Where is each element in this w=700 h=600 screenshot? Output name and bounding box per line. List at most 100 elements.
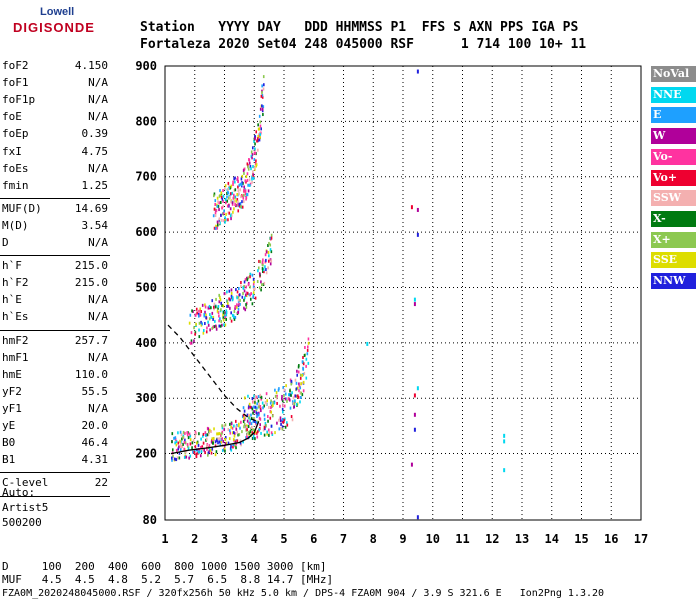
- echo-point: [222, 310, 225, 314]
- echo-point: [229, 298, 231, 302]
- echo-point: [256, 402, 258, 406]
- echo-point: [219, 433, 222, 437]
- echo-point: [189, 454, 192, 458]
- param-label: foEs: [2, 161, 29, 175]
- echo-point: [195, 307, 198, 311]
- profile-solid-line: [170, 421, 260, 455]
- echo-point: [270, 399, 272, 403]
- echo-point: [202, 432, 205, 436]
- param-label: foF1: [2, 76, 29, 90]
- echo-point: [189, 434, 192, 438]
- echo-point: [190, 339, 193, 343]
- echo-point: [297, 395, 300, 399]
- echo-point: [258, 134, 261, 138]
- param-row: foE N/A: [2, 110, 108, 123]
- echo-point: [225, 309, 228, 313]
- echo-point: [279, 404, 281, 408]
- param-label: yE: [2, 419, 16, 432]
- echo-point: [233, 189, 236, 193]
- echo-point: [283, 394, 285, 398]
- echo-point: [281, 399, 284, 403]
- echo-point: [254, 137, 256, 141]
- echo-point: [287, 397, 290, 401]
- echo-point: [177, 441, 180, 445]
- echo-point: [183, 455, 186, 459]
- echo-point: [261, 107, 264, 111]
- echo-point: [229, 429, 231, 433]
- echo-point: [230, 291, 233, 295]
- echo-point: [247, 189, 250, 193]
- echo-point: [237, 185, 239, 189]
- echo-point: [242, 199, 245, 203]
- echo-point: [225, 212, 227, 216]
- echo-point: [242, 440, 244, 444]
- echo-point: [242, 406, 245, 410]
- echo-point: [218, 300, 221, 304]
- echo-point: [249, 405, 252, 409]
- echo-point: [235, 442, 238, 446]
- echo-point: [243, 409, 246, 413]
- echo-point: [251, 177, 253, 181]
- param-row: hmF1 N/A: [2, 351, 108, 364]
- profile-dashed-line: [167, 324, 258, 422]
- echo-point: [254, 430, 257, 434]
- echo-point: [219, 324, 222, 328]
- echo-point: [244, 278, 247, 282]
- echo-point: [214, 444, 217, 448]
- echo-point: [248, 413, 250, 417]
- echo-point: [187, 431, 189, 435]
- echo-point: [250, 406, 253, 410]
- echo-point: [218, 194, 221, 198]
- echo-point: [273, 401, 276, 405]
- echo-point: [256, 139, 258, 143]
- echo-point: [258, 272, 261, 276]
- echo-point: [271, 404, 274, 408]
- echo-point: [296, 369, 298, 373]
- param-value: 46.4: [81, 436, 109, 450]
- param-label: h`Es: [2, 310, 29, 324]
- x-tick-label: 9: [399, 532, 406, 546]
- echo-point: [213, 325, 216, 329]
- echo-point: [249, 183, 251, 187]
- echo-point: [213, 307, 215, 311]
- echo-point: [237, 424, 240, 428]
- echo-point: [261, 91, 263, 95]
- echo-point: [232, 314, 235, 318]
- param-value: N/A: [88, 93, 108, 107]
- echo-point: [230, 294, 233, 298]
- echo-point: [197, 450, 200, 454]
- echo-point: [222, 189, 224, 193]
- echo-point: [243, 422, 246, 426]
- echo-point: [259, 132, 262, 136]
- echo-point: [251, 175, 253, 179]
- echo-point: [263, 413, 266, 417]
- echo-point: [294, 394, 297, 398]
- echo-point: [276, 394, 278, 398]
- echo-point: [254, 287, 256, 291]
- echo-point: [259, 405, 262, 409]
- echo-point: [222, 194, 225, 198]
- echo-point: [234, 305, 237, 309]
- echo-point: [257, 148, 259, 152]
- echo-point: [251, 436, 254, 440]
- echo-point: [292, 396, 295, 400]
- echo-point: [245, 428, 247, 432]
- echo-point: [226, 195, 228, 199]
- echo-point: [228, 186, 230, 190]
- echo-point: [254, 405, 257, 409]
- isolated-echo-point: [416, 69, 419, 74]
- param-value: N/A: [88, 110, 108, 124]
- echo-point: [192, 439, 195, 443]
- echo-point: [205, 437, 208, 441]
- echo-point: [249, 418, 252, 422]
- echo-point: [195, 322, 197, 326]
- param-row: foF1 N/A: [2, 76, 108, 89]
- echo-point: [258, 416, 261, 420]
- echo-point: [236, 203, 239, 207]
- echo-point: [206, 443, 208, 447]
- echo-point: [257, 137, 259, 141]
- echo-point: [281, 417, 284, 421]
- echo-point: [206, 447, 208, 451]
- param-row: foF2 4.150: [2, 59, 108, 72]
- echo-point: [290, 393, 292, 397]
